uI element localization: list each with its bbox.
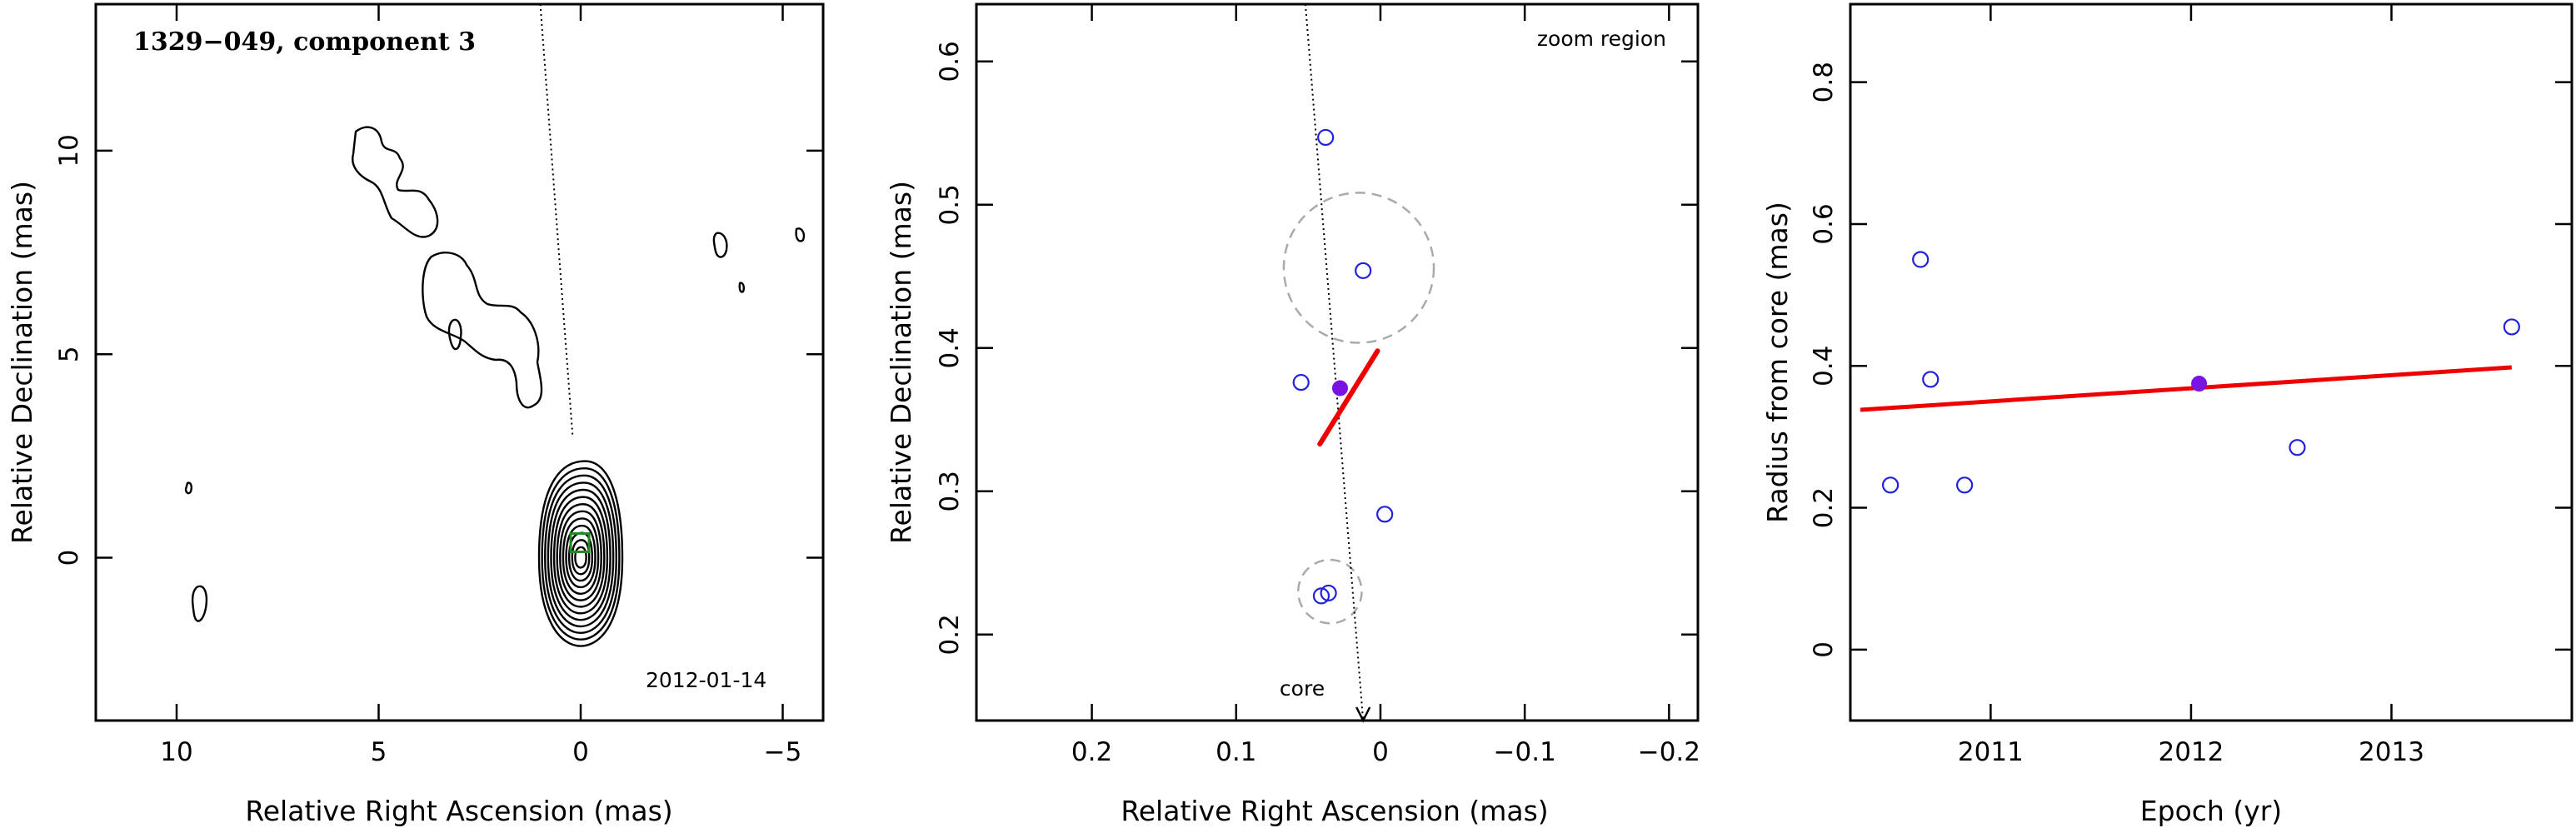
- zoom-marks: [1282, 3, 1435, 723]
- panel1-ylabel: Relative Declination (mas): [6, 181, 38, 544]
- jet-contour: [422, 252, 543, 409]
- data-point: [1922, 371, 1939, 388]
- data-point: [2503, 318, 2520, 336]
- panel-zoom-region: 0.2 0.1 0 −0.1 −0.2 0.2 0.3 0.4 0.5 0.6 zoom regi…: [885, 2, 1700, 827]
- panel2-ticks: 0.2 0.1 0 −0.1 −0.2 0.2 0.3 0.4 0.5 0.6: [935, 4, 1700, 767]
- panel1-xtick-label: 10: [160, 737, 192, 767]
- panel-radius-vs-epoch: 2011 2012 2013 0 0.2 0.4 0.6 0.8 Epoch (yr) Rad…: [1761, 2, 2574, 827]
- panel3-ytick-label: 0.8: [1809, 62, 1839, 102]
- data-point: [1912, 251, 1930, 268]
- panel1-ticks: 10 5 0 −5 0 5 10: [54, 4, 823, 767]
- fit-segment: [1317, 348, 1380, 447]
- panel1-frame: [94, 2, 825, 722]
- data-point: [1320, 584, 1337, 602]
- jet-contour: [447, 318, 462, 351]
- jet-contour: [738, 282, 745, 293]
- core-contour: [547, 481, 615, 628]
- jet-contour: [712, 232, 728, 258]
- panel1-ytick-label: 0: [54, 550, 84, 566]
- mean-position: [1331, 380, 1348, 397]
- mean-point: [2191, 376, 2208, 392]
- data-point: [2289, 439, 2306, 456]
- panel2-ytick-label: 0.6: [935, 41, 965, 82]
- jet-contour: [191, 585, 208, 622]
- jet-contour: [352, 126, 439, 238]
- core-contour: [562, 517, 600, 595]
- trajectory-line: [539, 3, 574, 436]
- panel2-xtick-label: −0.1: [1494, 737, 1556, 767]
- data-point: [1882, 476, 1900, 494]
- panel2-xtick-label: −0.2: [1638, 737, 1700, 767]
- panel3-ytick-label: 0.2: [1809, 487, 1839, 528]
- trajectory-line: [1304, 3, 1365, 721]
- contour-map: [184, 3, 806, 647]
- panel3-ylabel: Radius from core (mas): [1761, 202, 1794, 523]
- core-contour: [552, 496, 609, 615]
- panel2-ytick-label: 0.5: [935, 184, 965, 225]
- panel2-xtick-label: 0.2: [1071, 737, 1112, 767]
- panel1-xtick-label: −5: [764, 737, 802, 767]
- panel2-frame: [975, 2, 1700, 722]
- panel1-ytick-label: 5: [54, 346, 84, 362]
- panel2-ytick-label: 0.3: [935, 471, 965, 511]
- data-point: [1376, 506, 1394, 523]
- panel2-xtick-label: 0.1: [1216, 737, 1256, 767]
- data-point: [1317, 128, 1335, 147]
- core-contour: [574, 546, 587, 569]
- data-point: [1292, 373, 1310, 392]
- jet-contour: [795, 227, 806, 242]
- fit-line: [1860, 365, 2512, 412]
- panel2-ytick-label: 0.4: [935, 327, 965, 368]
- panel2-xtick-label: 0: [1372, 737, 1389, 767]
- radius-marks: [1860, 251, 2520, 494]
- core-contour: [556, 503, 606, 608]
- core-contour: [559, 510, 602, 601]
- panel1-xtick-label: 0: [572, 737, 589, 767]
- panel3-xtick-label: 2012: [2158, 737, 2224, 767]
- panel3-xlabel: Epoch (yr): [2140, 795, 2282, 827]
- panel3-xtick-label: 2011: [1958, 737, 2024, 767]
- panel1-xlabel: Relative Right Ascension (mas): [245, 795, 672, 827]
- jet-contour: [184, 481, 192, 495]
- core-contour: [541, 466, 621, 641]
- core-contour: [544, 474, 617, 635]
- panel2-xlabel: Relative Right Ascension (mas): [1121, 795, 1548, 827]
- panel1-xtick-label: 5: [371, 737, 387, 767]
- panel2-ytick-label: 0.2: [935, 614, 965, 655]
- core-contour: [550, 488, 612, 621]
- panel1-ytick-label: 10: [54, 134, 84, 167]
- data-point: [1355, 262, 1372, 280]
- panel3-ticks: 2011 2012 2013 0 0.2 0.4 0.6 0.8: [1809, 4, 2572, 767]
- uncertainty-circle: [1296, 558, 1363, 625]
- panel3-ytick-label: 0.4: [1809, 346, 1839, 387]
- core-contour: [565, 524, 597, 589]
- core-contour: [537, 460, 624, 647]
- data-point: [1956, 476, 1974, 494]
- panel3-ytick-label: 0.6: [1809, 203, 1839, 244]
- panel3-xtick-label: 2013: [2359, 737, 2424, 767]
- panel2-ylabel: Relative Declination (mas): [885, 181, 917, 544]
- uncertainty-circle: [1282, 192, 1435, 344]
- panel1-date-label: 2012-01-14: [646, 668, 766, 692]
- core-contour: [571, 539, 591, 576]
- core-label: core: [1280, 676, 1325, 701]
- panel3-frame: [1849, 2, 2574, 722]
- core-arrowhead: [1355, 706, 1371, 723]
- data-point: [1312, 587, 1330, 605]
- component-marker: [569, 531, 591, 553]
- panel-contour-map: 10 5 0 −5 0 5 10 1329−049, component 3 2012-01…: [6, 2, 825, 827]
- panel3-ytick-label: 0: [1809, 641, 1839, 658]
- panel1-title: 1329−049, component 3: [133, 27, 476, 57]
- zoom-region-annotation: zoom region: [1537, 27, 1666, 51]
